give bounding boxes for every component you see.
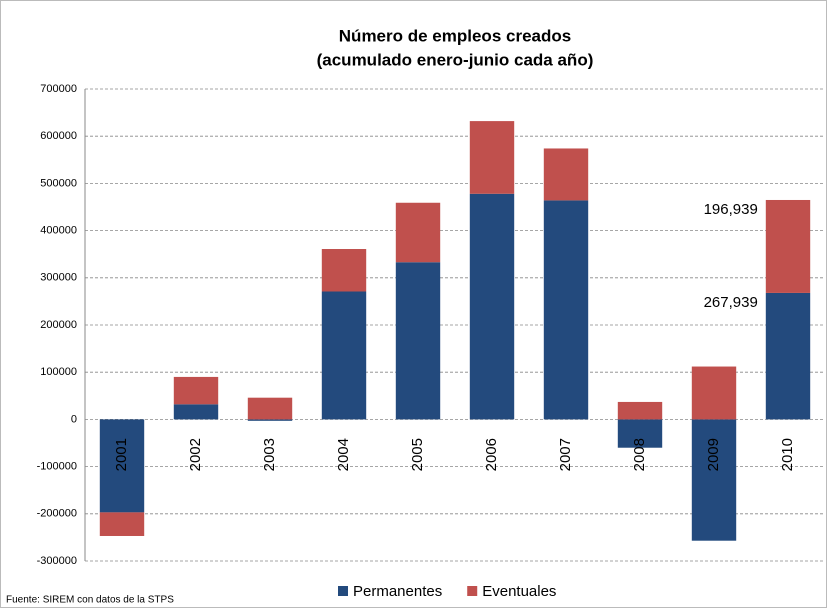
y-tick-label: 300000	[40, 272, 77, 284]
y-tick-label: 700000	[40, 83, 77, 95]
bar-segment	[691, 366, 737, 420]
bar-segment	[321, 249, 367, 292]
bar-segment	[99, 419, 145, 513]
y-tick-label: 100000	[40, 366, 77, 378]
legend-label: Permanentes	[353, 583, 442, 600]
bar-segment	[173, 404, 219, 420]
bar-segment	[469, 193, 515, 420]
x-tick-label: 2002	[187, 438, 204, 471]
y-tick-label: -100000	[37, 461, 77, 473]
y-tick-label: 600000	[40, 130, 77, 142]
x-tick-label: 2003	[261, 438, 278, 471]
y-tick-label: 500000	[40, 177, 77, 189]
source-note: Fuente: SIREM con datos de la STPS	[6, 595, 174, 606]
bar-segment	[321, 291, 367, 420]
y-tick-label: -200000	[37, 508, 77, 520]
y-tick-label: 200000	[40, 319, 77, 331]
chart-title: Número de empleos creados	[339, 26, 571, 45]
x-tick-label: 2010	[779, 438, 796, 471]
y-tick-label: 0	[71, 413, 77, 425]
bar-segment	[395, 202, 441, 263]
bar-segment	[395, 262, 441, 420]
bar-segment	[765, 292, 811, 420]
chart-subtitle: (acumulado enero-junio cada año)	[317, 50, 594, 69]
bar-segment	[247, 397, 293, 420]
x-tick-label: 2007	[557, 438, 574, 471]
x-tick-label: 2004	[335, 438, 352, 471]
bar-segment	[247, 419, 293, 421]
bar-segment	[543, 200, 589, 420]
y-tick-label: -300000	[37, 555, 77, 567]
legend-label: Eventuales	[482, 583, 556, 600]
value-label: 196,939	[704, 201, 758, 218]
bar-segment	[617, 419, 663, 448]
bar-segment	[469, 121, 515, 194]
legend-swatch	[338, 586, 348, 596]
bar-segment	[617, 401, 663, 420]
x-tick-label: 2001	[113, 438, 130, 471]
x-tick-label: 2006	[483, 438, 500, 471]
bar-segment	[99, 512, 145, 536]
legend-swatch	[467, 586, 478, 596]
x-tick-label: 2008	[631, 438, 648, 471]
bar-segment	[543, 148, 589, 201]
bar-segment	[765, 199, 811, 293]
bar-segment	[173, 376, 219, 405]
bar-segment	[691, 419, 737, 541]
x-tick-label: 2009	[705, 438, 722, 471]
value-label: 267,939	[704, 294, 758, 311]
x-tick-label: 2005	[409, 438, 426, 471]
y-tick-label: 400000	[40, 225, 77, 237]
